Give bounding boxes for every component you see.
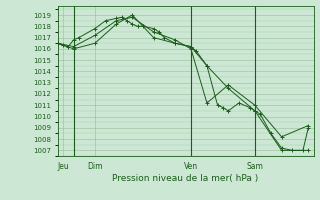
X-axis label: Pression niveau de la mer( hPa ): Pression niveau de la mer( hPa )	[112, 174, 259, 183]
